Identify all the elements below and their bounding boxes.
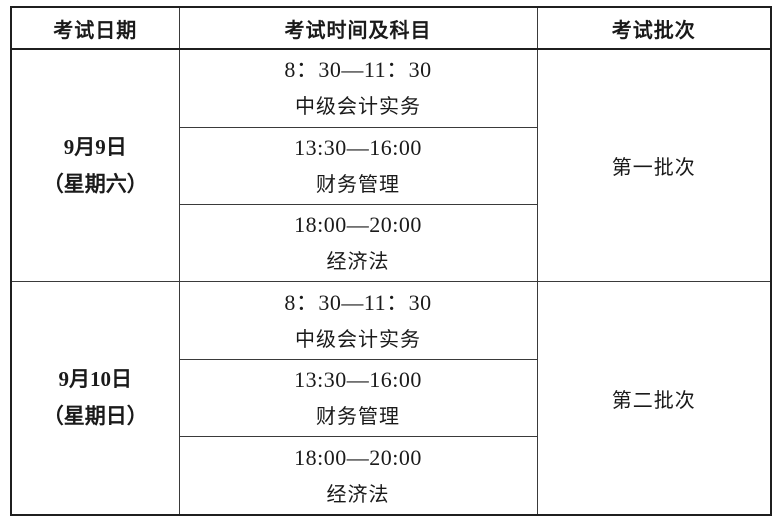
session-subject: 经济法	[326, 251, 390, 274]
header-exam-date: 考试日期	[10, 6, 180, 50]
session-cell: 13:30—16:00 财务管理	[178, 126, 538, 205]
session-time: 18:00—20:00	[294, 444, 422, 470]
session-cell: 18:00—20:00 经济法	[178, 203, 538, 283]
weekday-text: （星期六）	[42, 171, 148, 196]
date-cell-sep9: 9月9日 （星期六）	[10, 48, 180, 283]
session-time: 13:30—16:00	[294, 367, 422, 393]
date-text: 9月9日	[63, 134, 127, 159]
session-subject: 中级会计实务	[295, 96, 421, 119]
weekday-text: （星期日）	[42, 404, 148, 429]
header-row: 考试日期 考试时间及科目 考试批次	[10, 6, 772, 50]
session-subject: 经济法	[326, 483, 390, 506]
session-cell: 13:30—16:00 财务管理	[178, 358, 538, 438]
session-time: 13:30—16:00	[294, 134, 422, 160]
session-time: 8：30—11：30	[284, 289, 432, 315]
header-exam-time-subject: 考试时间及科目	[178, 6, 538, 50]
session-subject: 中级会计实务	[295, 328, 421, 351]
table-row: 13:30—16:00 财务管理	[11, 358, 771, 438]
table-row: 13:30—16:00 财务管理	[11, 126, 771, 205]
header-exam-batch: 考试批次	[536, 6, 772, 50]
exam-schedule-table: 考试日期 考试时间及科目 考试批次 9月9日 （星期六） 8：30—11：30 …	[10, 6, 772, 516]
session-cell: 18:00—20:00 经济法	[178, 436, 538, 516]
table-row: 18:00—20:00 经济法	[11, 436, 771, 516]
session-time: 18:00—20:00	[294, 212, 422, 238]
table-row: 9月9日 （星期六） 8：30—11：30 中级会计实务 第一批次	[10, 48, 772, 283]
session-subject: 财务管理	[316, 406, 400, 429]
session-time: 8：30—11：30	[284, 57, 432, 83]
batch-cell-first: 第一批次	[536, 48, 772, 283]
date-cell-sep10: 9月10日 （星期日）	[10, 281, 180, 516]
session-cell: 8：30—11：30 中级会计实务	[178, 281, 538, 360]
table-row: 9月10日 （星期日） 8：30—11：30 中级会计实务 第二批次	[10, 281, 772, 516]
batch-cell-second: 第二批次	[536, 281, 772, 516]
date-text: 9月10日	[58, 367, 133, 392]
table-row: 18:00—20:00 经济法	[11, 203, 771, 283]
session-cell: 8：30—11：30 中级会计实务	[178, 48, 538, 128]
session-subject: 财务管理	[316, 173, 400, 196]
